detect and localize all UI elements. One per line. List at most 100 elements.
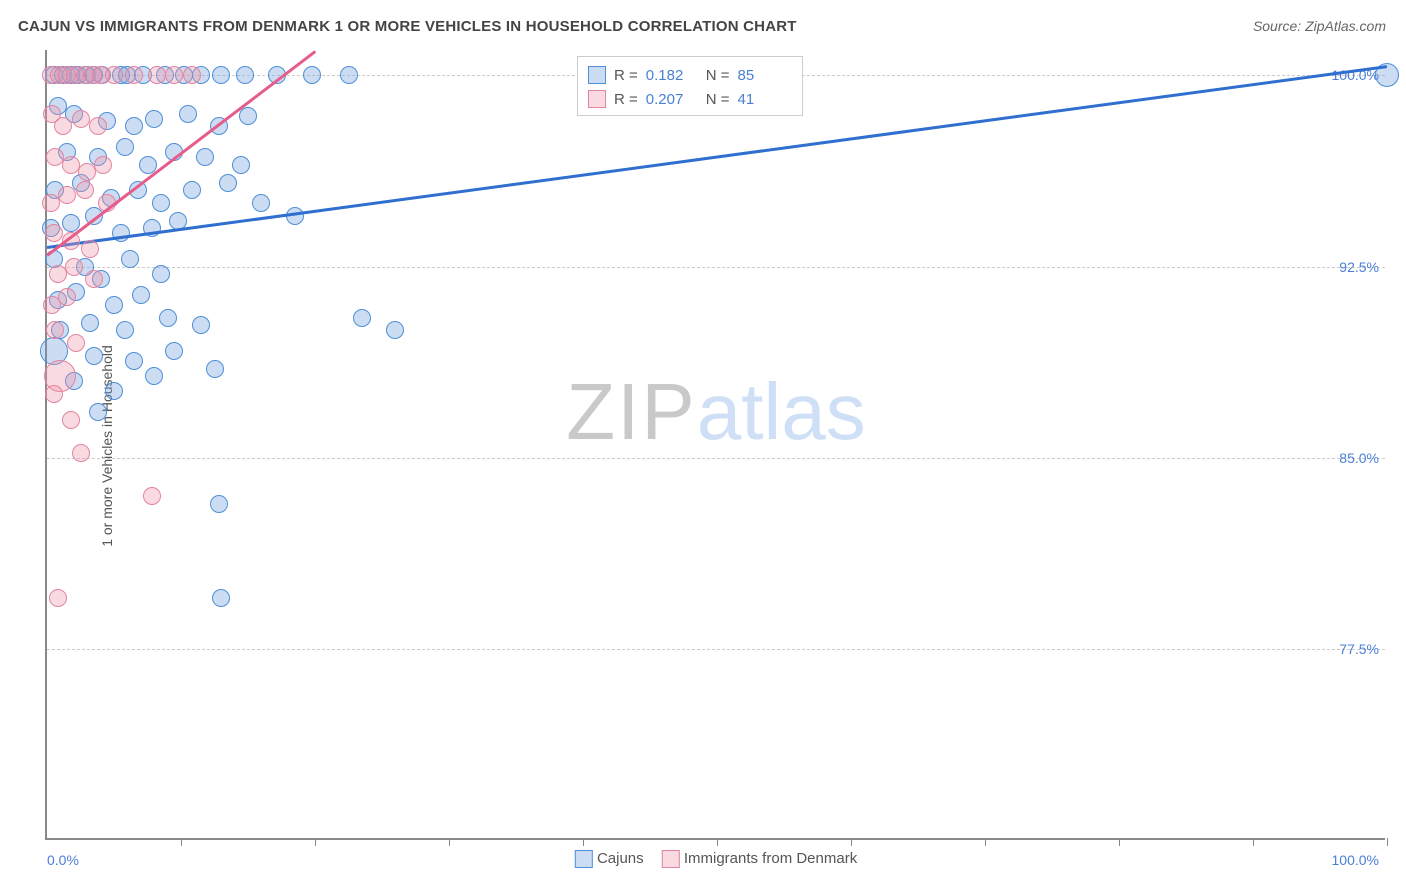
chart-title: CAJUN VS IMMIGRANTS FROM DENMARK 1 OR MO… bbox=[18, 18, 797, 35]
legend-swatch bbox=[588, 90, 606, 108]
xtick bbox=[985, 838, 986, 846]
xtick bbox=[851, 838, 852, 846]
data-point bbox=[145, 110, 163, 128]
stats-r-label: R = bbox=[614, 67, 638, 84]
x-max-label: 100.0% bbox=[1332, 852, 1379, 868]
data-point bbox=[232, 156, 250, 174]
data-point bbox=[58, 288, 76, 306]
watermark: ZIPatlas bbox=[566, 366, 865, 458]
data-point bbox=[148, 66, 166, 84]
data-point bbox=[165, 342, 183, 360]
data-point bbox=[125, 117, 143, 135]
data-point bbox=[49, 589, 67, 607]
data-point bbox=[159, 309, 177, 327]
data-point bbox=[340, 66, 358, 84]
watermark-part1: ZIP bbox=[566, 367, 696, 456]
xtick bbox=[1253, 838, 1254, 846]
data-point bbox=[105, 66, 123, 84]
data-point bbox=[152, 194, 170, 212]
data-point bbox=[62, 411, 80, 429]
xtick bbox=[1119, 838, 1120, 846]
stats-legend-row: R = 0.182 N = 85 bbox=[588, 63, 790, 87]
scatter-plot: ZIPatlas 0.0% 100.0% 77.5%85.0%92.5%100.… bbox=[45, 50, 1385, 840]
data-point bbox=[210, 495, 228, 513]
stats-n-label: N = bbox=[706, 67, 730, 84]
data-point bbox=[94, 156, 112, 174]
data-point bbox=[58, 186, 76, 204]
stats-n-value: 85 bbox=[738, 67, 790, 84]
series-legend: Cajuns Immigrants from Denmark bbox=[575, 850, 857, 868]
series-name: Cajuns bbox=[597, 850, 644, 867]
gridline bbox=[47, 267, 1385, 268]
xtick bbox=[583, 838, 584, 846]
data-point bbox=[72, 110, 90, 128]
data-point bbox=[353, 309, 371, 327]
gridline bbox=[47, 458, 1385, 459]
stats-r-value: 0.182 bbox=[646, 67, 698, 84]
xtick bbox=[717, 838, 718, 846]
data-point bbox=[239, 107, 257, 125]
data-point bbox=[196, 148, 214, 166]
data-point bbox=[112, 224, 130, 242]
data-point bbox=[152, 265, 170, 283]
data-point bbox=[116, 321, 134, 339]
data-point bbox=[219, 174, 237, 192]
stats-legend: R = 0.182 N = 85 R = 0.207 N = 41 bbox=[577, 56, 803, 116]
data-point bbox=[125, 352, 143, 370]
data-point bbox=[81, 314, 99, 332]
data-point bbox=[183, 66, 201, 84]
source-label: Source: ZipAtlas.com bbox=[1253, 18, 1386, 34]
data-point bbox=[72, 444, 90, 462]
xtick bbox=[181, 838, 182, 846]
data-point bbox=[212, 589, 230, 607]
data-point bbox=[252, 194, 270, 212]
ytick-label: 77.5% bbox=[1339, 641, 1379, 657]
data-point bbox=[183, 181, 201, 199]
data-point bbox=[85, 270, 103, 288]
data-point bbox=[85, 347, 103, 365]
ytick-label: 85.0% bbox=[1339, 450, 1379, 466]
data-point bbox=[89, 117, 107, 135]
data-point bbox=[192, 316, 210, 334]
legend-swatch bbox=[575, 850, 593, 868]
data-point bbox=[54, 117, 72, 135]
data-point bbox=[105, 296, 123, 314]
stats-n-label: N = bbox=[706, 91, 730, 108]
data-point bbox=[116, 138, 134, 156]
series-name: Immigrants from Denmark bbox=[684, 850, 857, 867]
gridline bbox=[47, 649, 1385, 650]
data-point bbox=[105, 382, 123, 400]
stats-legend-row: R = 0.207 N = 41 bbox=[588, 87, 790, 111]
data-point bbox=[165, 66, 183, 84]
series-legend-item: Cajuns bbox=[575, 850, 644, 868]
data-point bbox=[45, 224, 63, 242]
data-point bbox=[145, 367, 163, 385]
x-min-label: 0.0% bbox=[47, 852, 79, 868]
data-point bbox=[212, 66, 230, 84]
data-point bbox=[236, 66, 254, 84]
data-point bbox=[45, 385, 63, 403]
legend-swatch bbox=[662, 850, 680, 868]
stats-r-label: R = bbox=[614, 91, 638, 108]
data-point bbox=[46, 321, 64, 339]
xtick bbox=[315, 838, 316, 846]
data-point bbox=[121, 250, 139, 268]
stats-r-value: 0.207 bbox=[646, 91, 698, 108]
data-point bbox=[89, 403, 107, 421]
series-legend-item: Immigrants from Denmark bbox=[662, 850, 858, 868]
data-point bbox=[65, 258, 83, 276]
data-point bbox=[132, 286, 150, 304]
data-point bbox=[303, 66, 321, 84]
ytick-label: 92.5% bbox=[1339, 259, 1379, 275]
watermark-part2: atlas bbox=[697, 367, 866, 456]
xtick bbox=[1387, 838, 1388, 846]
data-point bbox=[386, 321, 404, 339]
data-point bbox=[125, 66, 143, 84]
data-point bbox=[179, 105, 197, 123]
xtick bbox=[449, 838, 450, 846]
data-point bbox=[76, 181, 94, 199]
data-point bbox=[81, 240, 99, 258]
stats-n-value: 41 bbox=[738, 91, 790, 108]
data-point bbox=[67, 334, 85, 352]
legend-swatch bbox=[588, 66, 606, 84]
